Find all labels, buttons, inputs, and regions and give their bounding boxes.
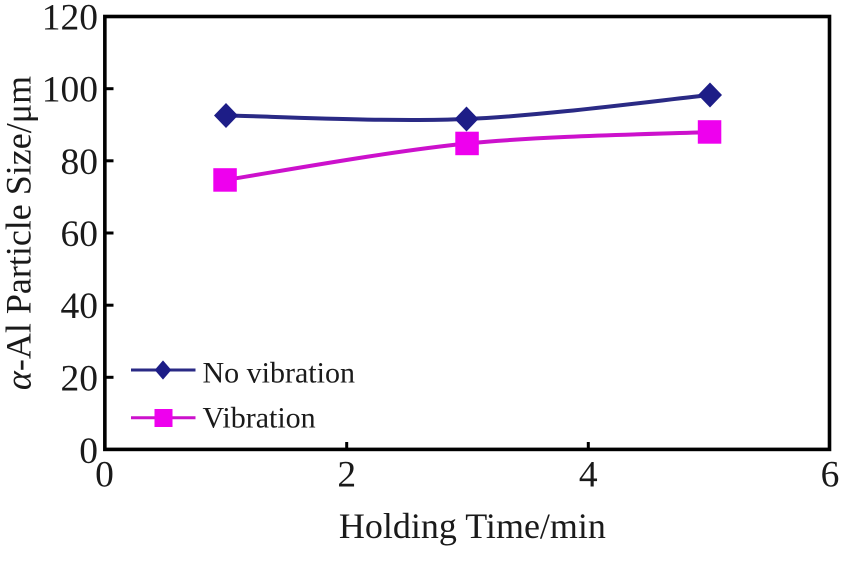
svg-text:Holding Time/min: Holding Time/min	[339, 506, 606, 546]
svg-text:2: 2	[337, 455, 356, 496]
svg-text:80: 80	[61, 142, 99, 183]
svg-text:6: 6	[821, 455, 840, 496]
svg-text:20: 20	[61, 358, 99, 399]
svg-text:0: 0	[95, 455, 114, 496]
svg-text:100: 100	[42, 70, 98, 111]
svg-text:40: 40	[61, 286, 99, 327]
svg-text:Vibration: Vibration	[203, 402, 316, 435]
svg-text:120: 120	[42, 0, 98, 39]
svg-text:4: 4	[579, 455, 598, 496]
svg-text:No vibration: No vibration	[203, 356, 355, 389]
svg-text:0: 0	[79, 431, 98, 472]
svg-text:α-Al Particle Size/μm: α-Al Particle Size/μm	[0, 76, 39, 390]
svg-text:60: 60	[61, 214, 99, 255]
